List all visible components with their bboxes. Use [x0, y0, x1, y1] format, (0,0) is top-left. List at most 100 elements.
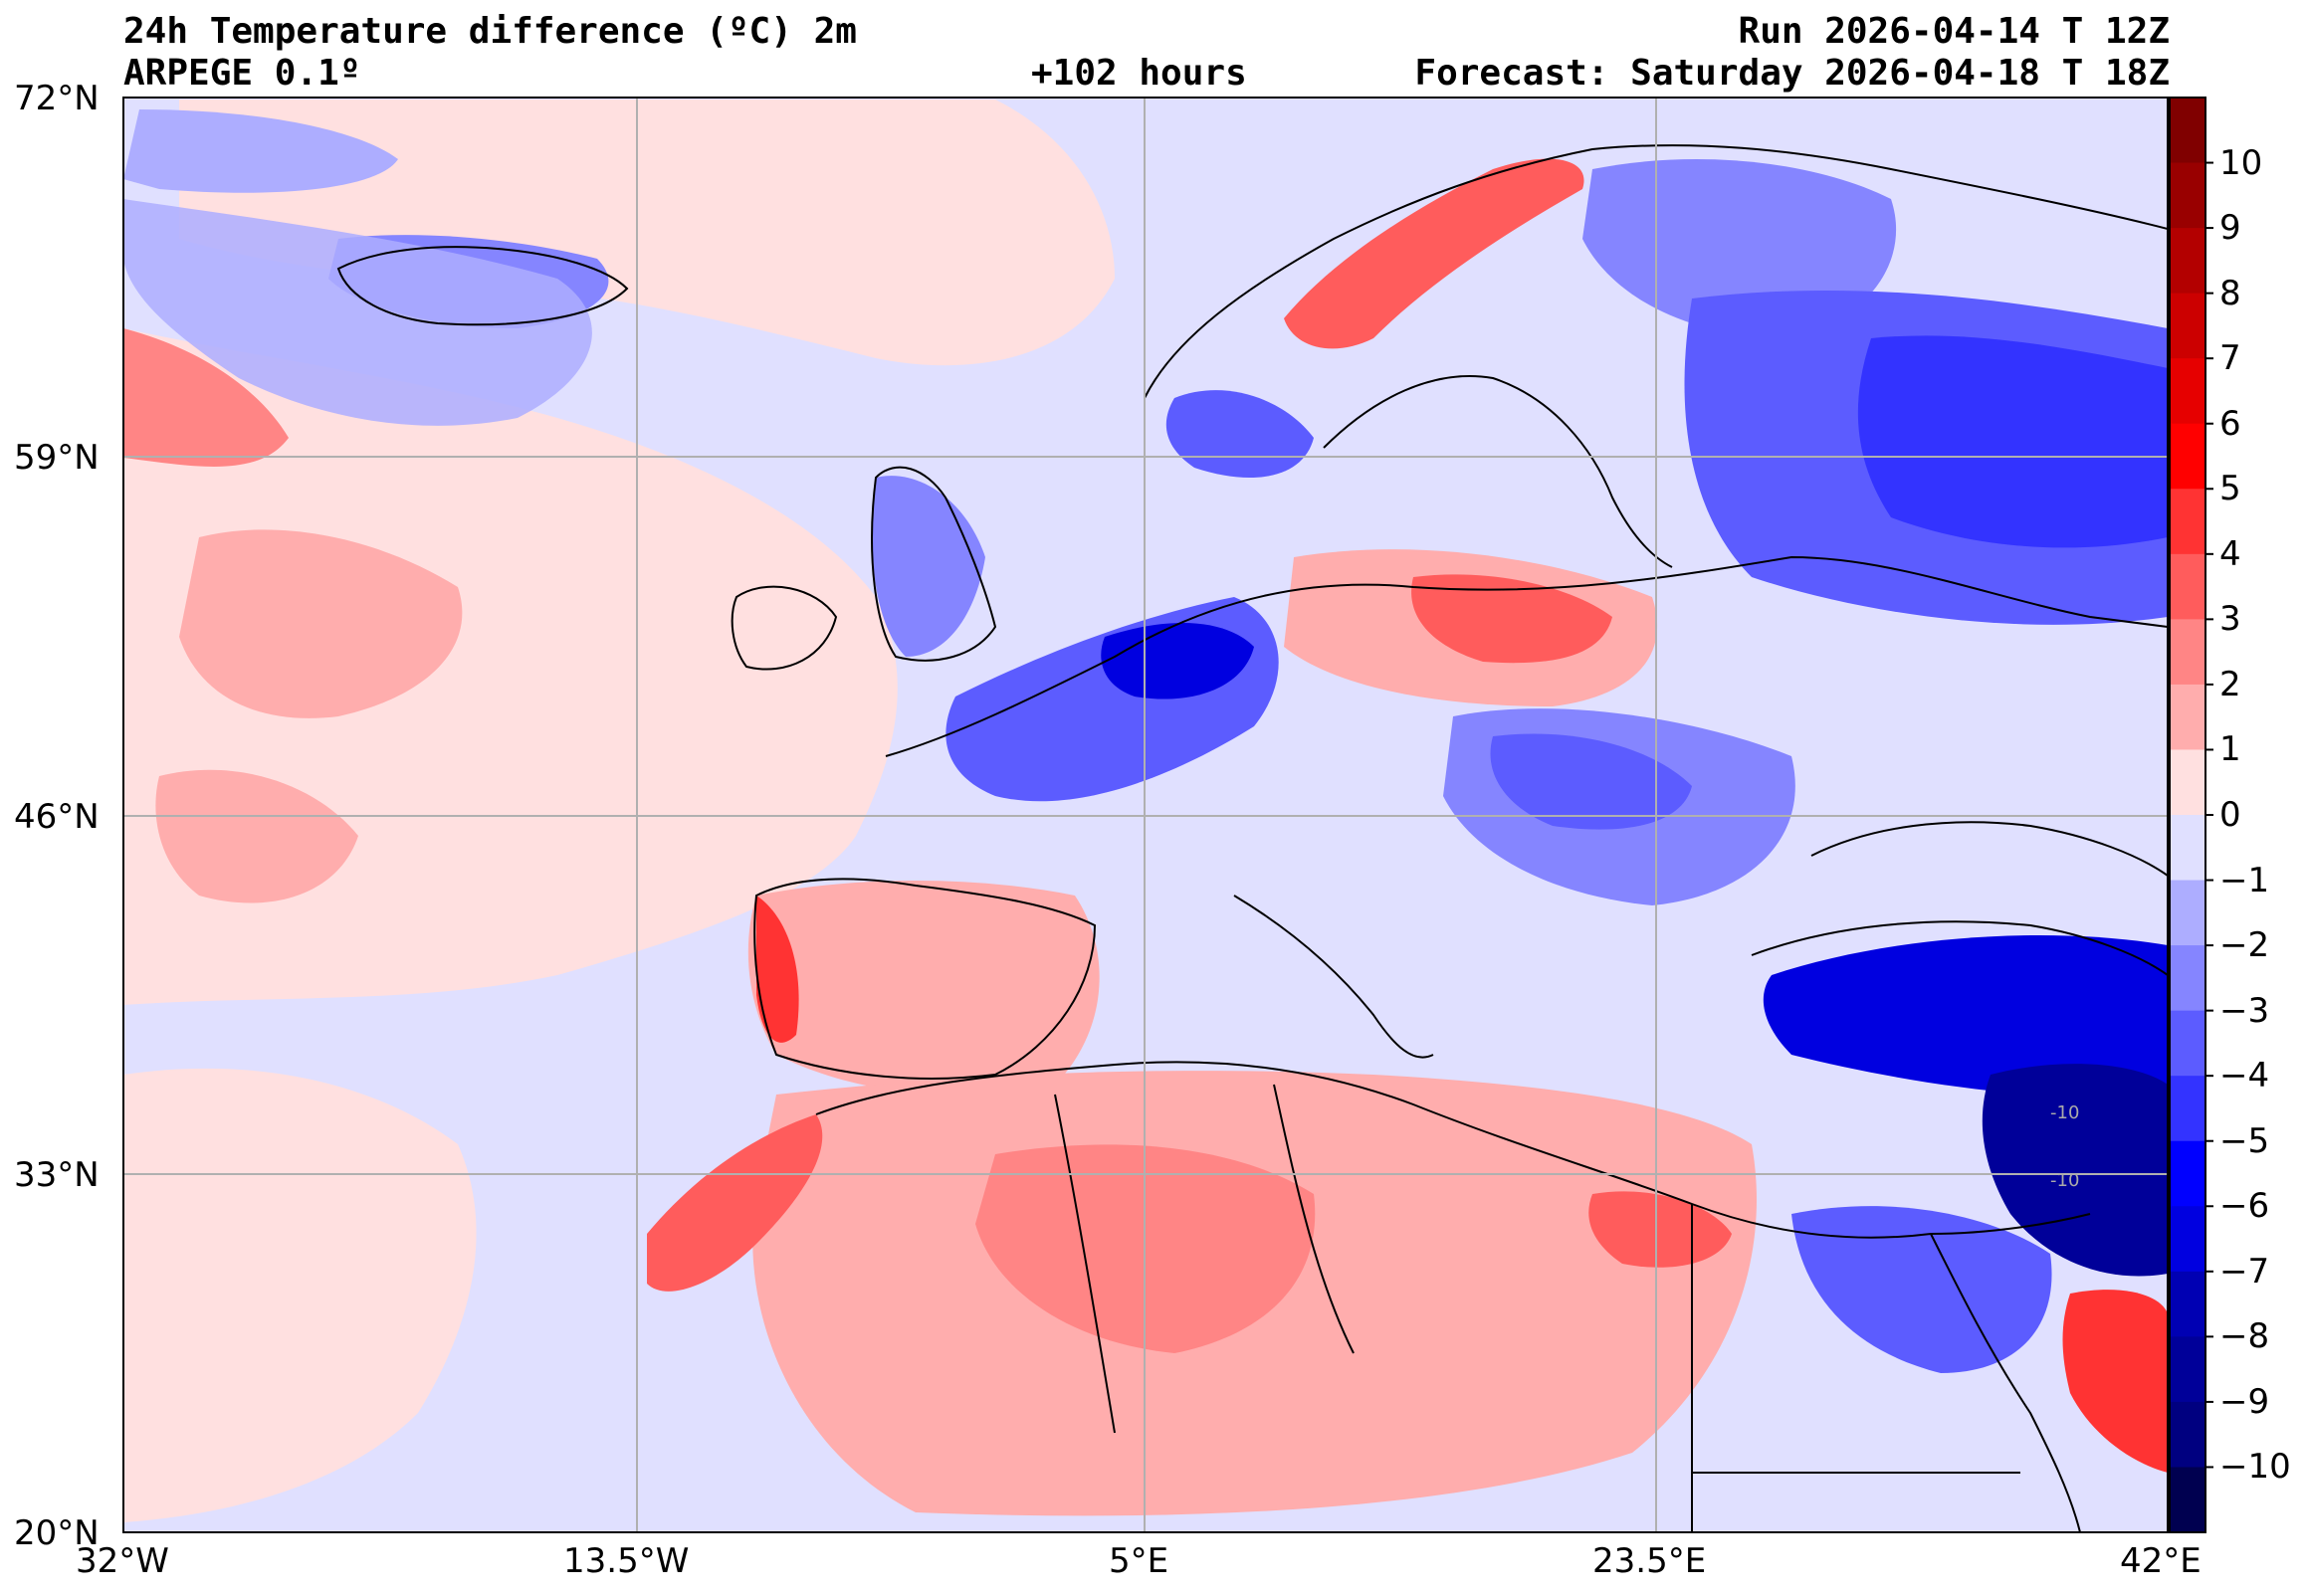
graticule: [123, 98, 2168, 1532]
colorbar-swatch: [2170, 749, 2205, 816]
forecast-label: Forecast: Saturday 2026-04-18 T 18Z: [1414, 53, 2170, 94]
colorbar-swatch: [2170, 684, 2205, 750]
coast-iberia: [753, 878, 1097, 1080]
coast-baltic: [1323, 375, 1673, 568]
colorbar-label: −9: [2219, 1381, 2270, 1422]
model-label: ARPEGE 0.1º: [123, 53, 361, 94]
colorbar-label: −10: [2219, 1447, 2291, 1488]
contour-label-b: -10: [2050, 1170, 2079, 1191]
colorbar-swatch: [2170, 293, 2205, 359]
colorbar-swatch: [2170, 1010, 2205, 1077]
colorbar-swatch: [2170, 228, 2205, 295]
field-atlantic-red-2: [179, 529, 463, 718]
lon-label-5e: 5°E: [1109, 1541, 1169, 1581]
coast-italy: [1233, 895, 1434, 1059]
field-norway-red: [1284, 158, 1584, 349]
colorbar-swatch: [2170, 98, 2205, 164]
colorbar-label: 3: [2219, 599, 2241, 640]
colorbar-swatch: [2170, 358, 2205, 425]
run-label: Run 2026-04-14 T 12Z: [1738, 11, 2170, 52]
colorbar-label: 6: [2219, 403, 2241, 444]
colorbar-label: 0: [2219, 795, 2241, 835]
lon-label-13-5w: 13.5°W: [563, 1541, 690, 1581]
colorbar-label: −4: [2219, 1056, 2270, 1097]
field-north-atlantic-warm: [179, 100, 1115, 366]
colorbar-label: −1: [2219, 860, 2270, 900]
colorbar-swatch: [2170, 880, 2205, 946]
field-iberia-warm: [747, 881, 1100, 1095]
colorbar-label: 9: [2219, 208, 2241, 249]
lon-label-42e: 42°E: [2120, 1541, 2202, 1581]
colorbar: [2170, 98, 2213, 1533]
coast-ireland: [731, 585, 838, 671]
colorbar-swatch: [2170, 945, 2205, 1012]
lat-label-33n: 33°N: [14, 1155, 100, 1195]
field-arabia-red: [2062, 1290, 2168, 1473]
colorbar-swatch: [2170, 1336, 2205, 1403]
colorbar-label: −5: [2219, 1120, 2270, 1161]
colorbar-label: −6: [2219, 1186, 2270, 1227]
coast-europe: [885, 555, 2168, 757]
lon-label-23-5e: 23.5°E: [1592, 1541, 1707, 1581]
field-morocco-red: [647, 1114, 823, 1292]
field-hungary-cold: [1490, 733, 1692, 830]
colorbar-label: 2: [2219, 664, 2241, 704]
colorbar-swatch: [2170, 1140, 2205, 1207]
colorbar-swatch: [2170, 1076, 2205, 1142]
lon-label-32w: 32°W: [76, 1541, 169, 1581]
lead-time-label: +102 hours: [1031, 53, 1247, 94]
field-atlantic-red: [123, 328, 289, 467]
lat-label-20n: 20°N: [14, 1513, 100, 1553]
field-turkey-cold: [1763, 935, 2168, 1097]
field-north-cold: [123, 199, 592, 426]
field-mediterranean-blue: [1133, 886, 1373, 1035]
colorbar-frame: [2169, 97, 2206, 1533]
field-levant-coldest: [1982, 1064, 2168, 1277]
coast-black-sea: [1810, 821, 2168, 877]
border-sahara-1: [1054, 1094, 1116, 1434]
colorbar-swatch: [2170, 619, 2205, 686]
colorbar-swatch: [2170, 1206, 2205, 1273]
field-egypt-cold: [1791, 1206, 2052, 1373]
field-poland-red: [1411, 574, 1612, 664]
colorbar-label: −8: [2219, 1316, 2270, 1357]
colorbar-swatch: [2170, 489, 2205, 555]
colorbar-label: −7: [2219, 1251, 2270, 1292]
colorbar-swatch: [2170, 553, 2205, 620]
coast-uk: [871, 466, 997, 662]
colorbar-swatch: [2170, 815, 2205, 882]
colorbar-swatch: [2170, 162, 2205, 229]
field-greenland-cold: [123, 109, 398, 193]
map-frame: [122, 97, 2169, 1533]
colorbar-label: −3: [2219, 990, 2270, 1031]
colorbar-label: 1: [2219, 729, 2241, 770]
colorbar-swatch: [2170, 1401, 2205, 1468]
colorbar-swatch: [2170, 1271, 2205, 1337]
lat-label-46n: 46°N: [14, 797, 100, 837]
colorbar-label: 10: [2219, 142, 2263, 183]
lat-label-72n: 72°N: [14, 79, 100, 118]
coast-north-africa: [815, 1061, 2091, 1239]
coast-iceland: [336, 246, 629, 326]
contour-label-a: -10: [2050, 1102, 2079, 1123]
chart-title: 24h Temperature difference (ºC) 2m: [123, 11, 857, 52]
colorbar-label: 4: [2219, 533, 2241, 574]
colorbar-swatch: [2170, 1467, 2205, 1533]
coast-scandinavia: [1144, 144, 2168, 399]
field-portugal-red: [756, 896, 799, 1043]
colorbar-swatch: [2170, 423, 2205, 490]
colorbar-label: 5: [2219, 469, 2241, 509]
field-libya-red: [1588, 1191, 1732, 1268]
coast-turkey: [1751, 920, 2168, 976]
colorbar-label: 7: [2219, 338, 2241, 379]
colorbar-label: −2: [2219, 925, 2270, 966]
coast-red-sea: [1930, 1233, 2081, 1532]
field-russia-colder: [1857, 335, 2168, 548]
coastlines: [336, 144, 2168, 1532]
field-atlantic-red-3: [155, 769, 358, 903]
lat-label-59n: 59°N: [14, 438, 100, 478]
field-atlantic-warm-2: [123, 1068, 477, 1522]
colorbar-label: 8: [2219, 273, 2241, 313]
border-sahara-2: [1273, 1084, 1355, 1354]
